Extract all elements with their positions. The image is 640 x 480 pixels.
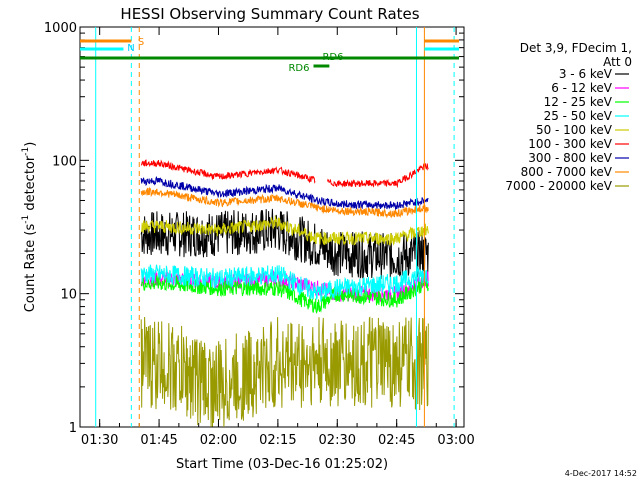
series-line [140, 176, 429, 211]
x-tick-label: 01:30 [81, 433, 118, 448]
series-layer [140, 159, 429, 428]
series-line [140, 186, 429, 219]
flag-label: RD6 [322, 52, 343, 63]
y-axis-label: Count Rate (s-1 detector-1) [21, 142, 38, 313]
legend-label: 50 - 100 keV [536, 123, 613, 137]
flags-layer: SN RD6 RD6 [80, 27, 459, 427]
x-axis-label: Start Time (03-Dec-16 01:25:02) [176, 457, 388, 472]
x-tick-label: 02:45 [378, 433, 415, 448]
legend-label: 12 - 25 keV [544, 95, 613, 109]
x-tick-label: 02:30 [319, 433, 356, 448]
legend-label: 300 - 800 keV [528, 151, 612, 165]
legend-header-line1: Det 3,9, FDecim 1, [520, 41, 632, 55]
x-tick-labels: 01:30 01:45 02:00 02:15 02:30 02:45 03:00 [81, 27, 475, 448]
plot-frame [79, 26, 465, 428]
x-tick-label: 02:00 [200, 433, 237, 448]
legend-label: 6 - 12 keV [551, 81, 613, 95]
legend-label: 3 - 6 keV [559, 67, 613, 81]
x-tick-label: 02:15 [259, 433, 296, 448]
flag-label: S [138, 37, 144, 48]
y-tick-label: 100 [52, 154, 77, 169]
chart-title: HESSI Observing Summary Count Rates [120, 5, 419, 23]
y-tick-labels: 1 10 100 1000 [44, 21, 464, 436]
x-tick-label: 01:45 [140, 433, 177, 448]
flag-label: N [127, 43, 134, 54]
series-line [140, 316, 429, 428]
legend-label: 7000 - 20000 keV [505, 179, 612, 193]
legend-header-line2: Att 0 [603, 55, 632, 69]
legend-label: 25 - 50 keV [544, 109, 613, 123]
x-tick-label: 03:00 [437, 433, 474, 448]
footer-timestamp: 4-Dec-2017 14:52 [565, 469, 637, 478]
series-line [140, 214, 429, 247]
series-line [140, 264, 429, 302]
y-tick-label: 10 [60, 288, 77, 303]
series-line [140, 274, 429, 314]
y-tick-label: 1000 [44, 21, 77, 36]
series-line [140, 159, 429, 189]
flag-label: RD6 [288, 63, 309, 74]
legend-label: 100 - 300 keV [528, 137, 612, 151]
y-tick-label: 1 [69, 421, 77, 436]
legend-label: 800 - 7000 keV [521, 165, 613, 179]
